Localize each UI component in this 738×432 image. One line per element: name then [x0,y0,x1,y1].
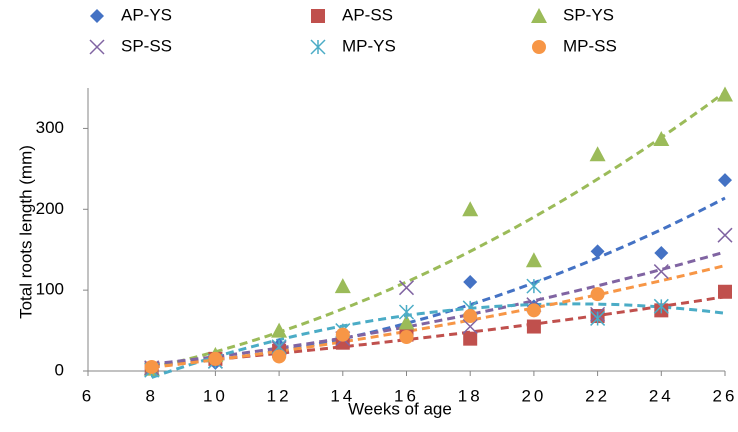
legend-label: SP-YS [563,5,614,24]
marker [144,359,159,374]
trendline [151,196,726,368]
x-tick-label: 24 [649,386,674,405]
marker [463,309,478,324]
marker [463,331,478,346]
marker [334,278,351,294]
marker [271,322,288,338]
x-tick-label: 22 [585,386,610,405]
marker [718,284,732,299]
marker [526,303,541,318]
legend-marker [532,40,546,54]
legend-label: MP-YS [342,36,396,55]
marker [718,173,732,188]
marker [526,278,542,294]
y-tick-label: 300 [36,118,64,137]
marker [590,310,606,326]
marker [653,298,669,314]
marker [525,252,542,268]
marker [208,351,223,366]
y-tick-label: 0 [55,360,64,379]
y-axis-label: Total roots length (mm) [16,145,35,319]
marker [589,146,606,162]
x-tick-label: 8 [145,386,157,405]
y-tick-label: 200 [36,199,64,218]
x-axis-label: Weeks of age [348,399,452,418]
x-tick-label: 18 [458,386,483,405]
marker [462,201,479,217]
x-tick-label: 6 [82,386,94,405]
y-tick-label: 100 [36,280,64,299]
trendline [151,302,726,379]
marker [398,314,415,330]
x-tick-label: 26 [713,386,738,405]
trendline [151,90,726,370]
marker [654,245,669,260]
marker [398,280,415,296]
trendline [151,250,726,366]
x-tick-label: 20 [521,386,546,405]
legend-marker [311,9,325,23]
x-tick-label: 10 [203,386,228,405]
legend-label: MP-SS [563,36,617,55]
marker [398,304,415,320]
x-tick-label: 14 [330,386,355,405]
legend-marker [310,39,326,55]
marker [653,130,670,146]
marker [590,244,605,259]
legend-marker [531,8,547,23]
marker [717,227,733,243]
legend-marker [90,9,104,23]
marker [653,264,669,280]
legend-label: AP-SS [342,5,393,24]
x-tick-label: 12 [267,386,292,405]
marker [462,318,478,335]
legend-marker [89,39,105,55]
marker [717,86,733,102]
legend-label: AP-YS [121,5,172,24]
marker [399,330,414,345]
marker [590,287,605,302]
legend-label: SP-SS [121,36,172,55]
x-tick-label: 16 [394,386,419,405]
marker [526,319,541,334]
trendline [151,264,726,369]
marker [463,275,478,290]
marker [272,349,287,364]
marker [335,327,350,342]
